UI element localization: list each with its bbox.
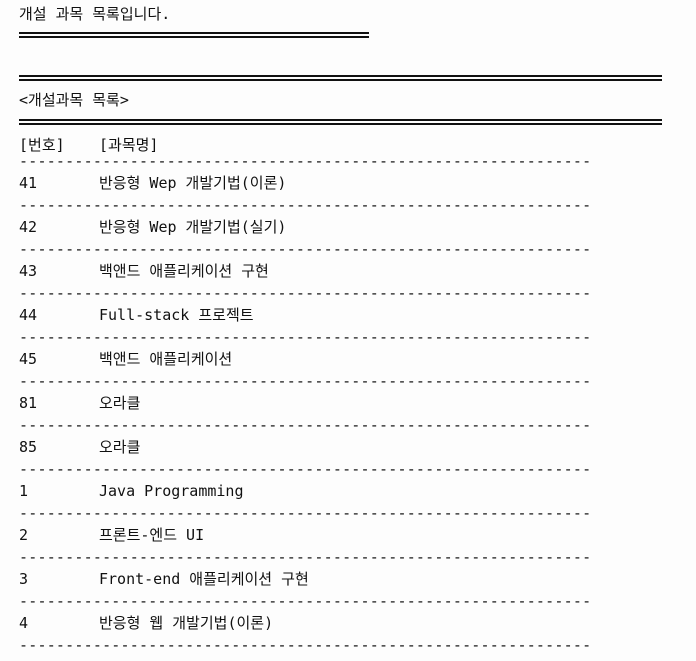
course-number: 41	[19, 174, 38, 192]
course-row: 43 백앤드 애플리케이션 구현	[19, 255, 679, 287]
course-number: 4	[19, 614, 29, 632]
row-separator: ----------------------------------------…	[19, 551, 592, 563]
course-row: 2 프론트-엔드 UI	[19, 519, 679, 551]
course-number: 42	[19, 218, 38, 236]
list-top-double-rule	[19, 75, 662, 81]
row-separator: ----------------------------------------…	[19, 199, 592, 211]
row-separator: ----------------------------------------…	[19, 595, 592, 607]
column-header-number: [번호]	[19, 136, 65, 154]
intro-double-rule	[19, 32, 369, 38]
course-list: ----------------------------------------…	[19, 155, 679, 651]
course-name: 반응형 Wep 개발기법(이론)	[99, 174, 287, 192]
course-number: 43	[19, 262, 38, 280]
course-number: 81	[19, 394, 38, 412]
course-row: 81 오라클	[19, 387, 679, 419]
course-row: 45 백앤드 애플리케이션	[19, 343, 679, 375]
course-row: 1 Java Programming	[19, 475, 679, 507]
intro-text: 개설 과목 목록입니다.	[19, 5, 171, 23]
course-number: 85	[19, 438, 38, 456]
course-name: 오라클	[99, 438, 141, 456]
row-separator: ----------------------------------------…	[19, 507, 592, 519]
course-name: 반응형 웹 개발기법(이론)	[99, 614, 274, 632]
course-row: 41 반응형 Wep 개발기법(이론)	[19, 167, 679, 199]
list-title: <개설과목 목록>	[19, 91, 129, 109]
course-name: Full-stack 프로젝트	[99, 306, 254, 324]
course-row: 85 오라클	[19, 431, 679, 463]
course-number: 3	[19, 570, 29, 588]
column-header-row: [번호] [과목명]	[19, 135, 158, 155]
row-separator: ----------------------------------------…	[19, 243, 592, 255]
row-separator: ----------------------------------------…	[19, 287, 592, 299]
column-header-name: [과목명]	[99, 136, 159, 154]
row-separator: ----------------------------------------…	[19, 463, 592, 475]
course-name: 백앤드 애플리케이션	[99, 350, 233, 368]
course-name: 프론트-엔드 UI	[99, 526, 205, 544]
row-separator: ----------------------------------------…	[19, 419, 592, 431]
course-name: 반응형 Wep 개발기법(실기)	[99, 218, 287, 236]
row-separator: ----------------------------------------…	[19, 375, 592, 387]
course-row: 4 반응형 웹 개발기법(이론)	[19, 607, 679, 639]
course-number: 1	[19, 482, 29, 500]
row-separator: ----------------------------------------…	[19, 639, 592, 651]
course-row: 44 Full-stack 프로젝트	[19, 299, 679, 331]
row-separator: ----------------------------------------…	[19, 155, 592, 167]
list-header-double-rule	[19, 119, 662, 125]
course-name: 백앤드 애플리케이션 구현	[99, 262, 269, 280]
course-row: 3 Front-end 애플리케이션 구현	[19, 563, 679, 595]
course-number: 2	[19, 526, 29, 544]
course-row: 42 반응형 Wep 개발기법(실기)	[19, 211, 679, 243]
course-number: 45	[19, 350, 38, 368]
course-name: 오라클	[99, 394, 141, 412]
course-name: Front-end 애플리케이션 구현	[99, 570, 309, 588]
row-separator: ----------------------------------------…	[19, 331, 592, 343]
course-number: 44	[19, 306, 38, 324]
course-name: Java Programming	[99, 482, 244, 500]
